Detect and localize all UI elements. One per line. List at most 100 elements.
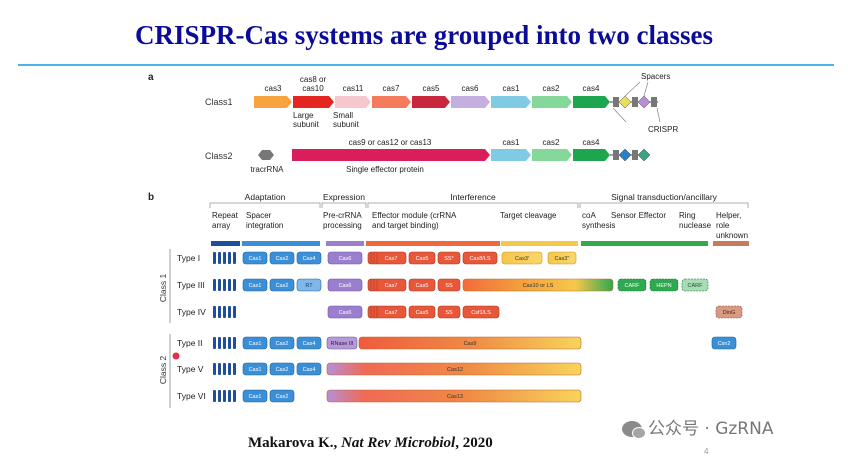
row-type-iv: Cas6 Cas7 Cas5 SS Csf1/LS DinG bbox=[327, 305, 743, 319]
subheader-repeat-array: Repeat bbox=[212, 211, 239, 220]
row-type-v: Cas1 Cas2 Cas4 Cas12 bbox=[242, 362, 582, 376]
protein-cas12 bbox=[326, 362, 582, 376]
protein-label: Cas2 bbox=[276, 367, 289, 373]
title-underline bbox=[18, 64, 834, 66]
subheader-coa-synthesis: coA bbox=[582, 211, 596, 220]
gene-label-class2-cas1: cas1 bbox=[503, 138, 520, 147]
category-signal-transduction: Signal transduction/ancillary bbox=[611, 192, 718, 202]
protein-cas4 bbox=[296, 336, 322, 350]
gene-arrow-cas6 bbox=[451, 96, 490, 108]
row-label-type-iii: Type III bbox=[177, 280, 205, 290]
watermark-text: 公众号 · GzRNA bbox=[648, 419, 774, 439]
repeat-arrays bbox=[213, 252, 236, 402]
repeat-unit bbox=[228, 363, 231, 375]
protein-label: SS bbox=[445, 310, 453, 316]
gene-label-cas3: cas3 bbox=[265, 84, 282, 93]
repeat-unit bbox=[223, 363, 226, 375]
gene-arrow-cas5 bbox=[412, 96, 450, 108]
class2-locus-label: Class2 bbox=[205, 151, 233, 161]
repeat-unit bbox=[223, 337, 226, 349]
function-color-bars bbox=[211, 241, 749, 246]
repeat-unit bbox=[228, 252, 231, 264]
protein-label: Cas4 bbox=[303, 367, 316, 373]
protein-label: Cas9 bbox=[464, 341, 477, 347]
repeat-unit bbox=[223, 279, 226, 291]
protein-label: SS bbox=[445, 283, 453, 289]
citation-year: , 2020 bbox=[455, 435, 493, 451]
protein-label: RT bbox=[305, 283, 313, 289]
gene-label-cas5: cas5 bbox=[423, 84, 440, 93]
repeat-unit bbox=[228, 337, 231, 349]
repeat-unit bbox=[228, 279, 231, 291]
cas7-stack bbox=[367, 305, 407, 319]
repeat-unit bbox=[233, 390, 236, 402]
gene-arrow-cas1 bbox=[491, 96, 531, 108]
subheader-coa-synthesis-2: synthesis bbox=[582, 221, 615, 230]
protein-label: Cas2 bbox=[276, 341, 289, 347]
class2-bracket: Class 2 bbox=[158, 334, 171, 408]
cas7-stack bbox=[367, 278, 407, 292]
gene-arrow-class2-cas2 bbox=[532, 149, 572, 161]
class2-side-label: Class 2 bbox=[158, 356, 168, 385]
protein-cas5 bbox=[408, 305, 436, 319]
repeat-unit bbox=[213, 363, 216, 375]
class1-operon bbox=[254, 96, 610, 108]
repeat-unit bbox=[218, 390, 221, 402]
row-label-type-i: Type I bbox=[177, 253, 200, 263]
repeat-unit bbox=[223, 306, 226, 318]
protein-label: Cas5 bbox=[416, 310, 429, 316]
protein-hepn bbox=[649, 278, 679, 292]
protein-label: Cas6 bbox=[339, 283, 352, 289]
class1-side-label: Class 1 bbox=[158, 274, 168, 303]
gene-label-cas4: cas4 bbox=[583, 84, 600, 93]
protein-label: Cas10 or LS bbox=[523, 283, 554, 289]
gene-label-cas7: cas7 bbox=[383, 84, 400, 93]
gene-label-cas1: cas1 bbox=[503, 84, 520, 93]
protein-cas1 bbox=[242, 278, 268, 292]
gene-arrow-class2-cas1 bbox=[491, 149, 531, 161]
protein-csn2 bbox=[711, 336, 737, 350]
gene-label-class2-cas4: cas4 bbox=[583, 138, 600, 147]
subheader-helper: Helper, bbox=[716, 211, 741, 220]
protein-label: Csf1/LS bbox=[471, 310, 491, 316]
row-label-type-vi: Type VI bbox=[177, 391, 206, 401]
subheader-repeat-array-2: array bbox=[212, 221, 230, 230]
subheader-helper-3: unknown bbox=[716, 231, 748, 240]
gene-arrow-cas4 bbox=[573, 96, 610, 108]
small-subunit-label: Small bbox=[333, 111, 353, 120]
protein-label: Cas2 bbox=[276, 283, 289, 289]
protein-cas10-or-ls bbox=[462, 278, 614, 292]
category-expression: Expression bbox=[323, 192, 365, 202]
repeat-unit bbox=[218, 279, 221, 291]
protein-cas1 bbox=[242, 389, 268, 403]
repeat-unit bbox=[213, 252, 216, 264]
repeat-unit bbox=[233, 337, 236, 349]
protein-label: Cas4 bbox=[303, 341, 316, 347]
citation-author: Makarova K., bbox=[248, 435, 342, 451]
gene-label-class2-cas2: cas2 bbox=[543, 138, 560, 147]
protein-label: Cas1 bbox=[249, 367, 262, 373]
citation-journal: Nat Rev Microbiol bbox=[341, 435, 456, 451]
protein-cas6 bbox=[327, 251, 363, 265]
subheader-helper-2: role bbox=[716, 221, 730, 230]
repeat-unit bbox=[218, 252, 221, 264]
protein-label: SS* bbox=[444, 256, 454, 262]
subheader-pre-crrna: Pre-crRNA bbox=[323, 211, 362, 220]
repeat-unit bbox=[213, 390, 216, 402]
gene-label-cas2: cas2 bbox=[543, 84, 560, 93]
gene-label-cas6: cas6 bbox=[462, 84, 479, 93]
tracrrna-label: tracrRNA bbox=[251, 165, 285, 174]
protein-label: Cas13 bbox=[447, 394, 463, 400]
single-effector-label: Single effector protein bbox=[346, 165, 424, 174]
repeat-unit bbox=[213, 279, 216, 291]
repeat-array-icon bbox=[213, 252, 236, 264]
pointer-dot bbox=[172, 352, 180, 360]
protein-carf bbox=[617, 278, 647, 292]
protein-cas8-ls bbox=[462, 251, 498, 265]
protein-label: CARF bbox=[688, 283, 704, 289]
protein-cas2 bbox=[269, 336, 295, 350]
class1-locus-label: Class1 bbox=[205, 97, 233, 107]
protein-label: Cas6 bbox=[339, 310, 352, 316]
large-subunit-label: Large bbox=[293, 111, 314, 120]
gene-label-cas8-or: cas8 or bbox=[300, 75, 327, 84]
